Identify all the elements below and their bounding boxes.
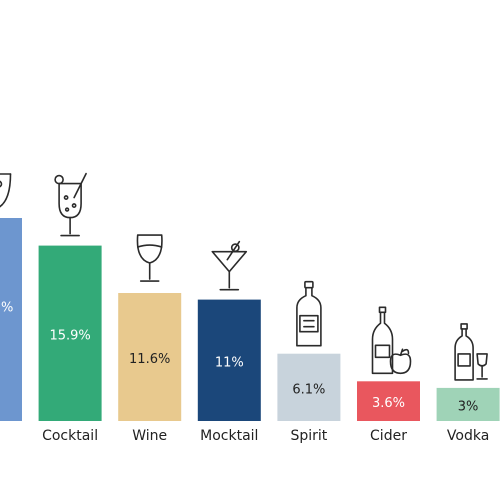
bar-cider <box>357 381 420 421</box>
value-label-spirit: 6.1% <box>292 382 325 397</box>
bar-wine <box>118 293 182 421</box>
value-label-mocktail: 11% <box>215 355 244 370</box>
cider-bottle-apple-icon <box>371 306 412 375</box>
category-label-cocktail: Cocktail <box>42 428 98 444</box>
bar-mocktail <box>197 299 261 421</box>
punch-bowl-icon <box>0 173 12 208</box>
value-label-wine: 11.6% <box>129 352 170 367</box>
bars-group <box>0 218 500 421</box>
category-label-cider: Cider <box>370 428 407 444</box>
value-label-vodka: 3% <box>458 400 479 415</box>
value-label-cider: 3.6% <box>372 396 405 411</box>
category-label-spirit: Spirit <box>290 428 327 444</box>
value-labels-group: 15.9% 11.6% 11% 6.1% 3.6% 3%% <box>1 301 478 415</box>
bar-punch <box>0 218 22 421</box>
value-label-punch-fragment: % <box>1 301 13 316</box>
vodka-bottle-glass-icon <box>454 323 488 381</box>
wine-glass-icon <box>136 234 163 282</box>
bar-cocktail <box>38 245 102 421</box>
spirit-bottle-icon <box>296 280 322 347</box>
bar-vodka <box>436 387 500 421</box>
cocktail-glass-icon <box>54 172 87 237</box>
category-labels-group: chCocktailWineMocktailSpiritCiderVodka <box>42 428 489 444</box>
bar-spirit <box>277 353 341 421</box>
category-label-wine: Wine <box>132 428 167 444</box>
martini-glass-icon <box>211 240 248 291</box>
category-label-mocktail: Mocktail <box>200 428 258 444</box>
icons-group <box>0 172 488 381</box>
category-label-vodka: Vodka <box>447 428 489 444</box>
value-label-cocktail: 15.9% <box>49 328 90 343</box>
